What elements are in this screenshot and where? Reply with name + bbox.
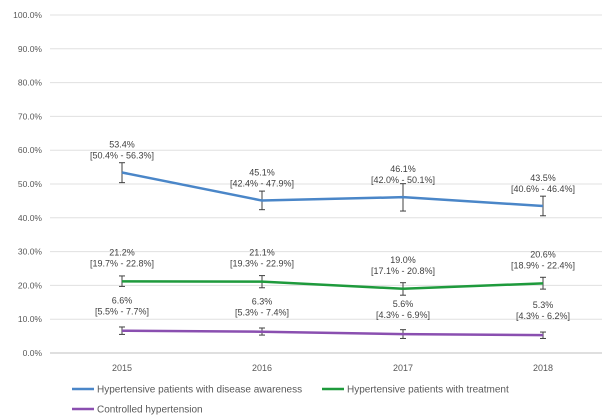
value-label: 21.1% — [249, 248, 275, 258]
ci-label: [4.3% - 6.9%] — [376, 310, 430, 320]
y-tick-label: 10.0% — [18, 314, 43, 324]
y-tick-label: 50.0% — [18, 179, 43, 189]
x-axis: 2015 2016 2017 2018 — [112, 363, 553, 373]
value-label: 20.6% — [530, 249, 556, 259]
y-tick-label: 60.0% — [18, 145, 43, 155]
x-tick-label: 2015 — [112, 363, 132, 373]
x-tick-label: 2017 — [393, 363, 413, 373]
value-label: 5.6% — [393, 299, 414, 309]
legend-label: Hypertensive patients with treatment — [347, 385, 509, 396]
ci-label: [19.7% - 22.8%] — [90, 258, 154, 268]
y-axis: 0.0% 10.0% 20.0% 30.0% 40.0% 50.0% 60.0% 70.0% 8… — [13, 10, 42, 358]
x-tick-label: 2016 — [252, 363, 272, 373]
value-label: 45.1% — [249, 168, 275, 178]
gridlines — [50, 14, 602, 354]
ci-label: [18.9% - 22.4%] — [511, 260, 575, 270]
value-label: 6.3% — [252, 297, 273, 307]
x-tick-label: 2018 — [533, 363, 553, 373]
y-tick-label: 100.0% — [13, 10, 42, 20]
series-line-1 — [121, 280, 544, 291]
legend: Hypertensive patients with disease aware… — [72, 385, 509, 416]
value-label: 19.0% — [390, 255, 416, 265]
y-tick-label: 80.0% — [18, 78, 43, 88]
ci-label: [17.1% - 20.8%] — [371, 266, 435, 276]
value-label: 46.1% — [390, 164, 416, 174]
value-label: 43.5% — [530, 173, 556, 183]
series-lines — [121, 171, 544, 337]
value-label: 21.2% — [109, 247, 135, 257]
ci-label: [40.6% - 46.4%] — [511, 184, 575, 194]
ci-label: [50.4% - 56.3%] — [90, 151, 154, 161]
series-line-0 — [121, 171, 544, 208]
ci-label: [5.3% - 7.4%] — [235, 308, 289, 318]
value-label: 6.6% — [112, 296, 133, 306]
value-label: 53.4% — [109, 140, 135, 150]
ci-label: [4.3% - 6.2%] — [516, 311, 570, 321]
y-tick-label: 40.0% — [18, 213, 43, 223]
error-bars — [119, 162, 546, 339]
ci-label: [19.3% - 22.9%] — [230, 259, 294, 269]
value-label: 5.3% — [533, 300, 554, 310]
ci-label: [42.4% - 47.9%] — [230, 179, 294, 189]
y-tick-label: 20.0% — [18, 280, 43, 290]
y-tick-label: 70.0% — [18, 111, 43, 121]
series-line-2 — [121, 329, 544, 337]
y-tick-label: 90.0% — [18, 44, 43, 54]
ci-label: [42.0% - 50.1%] — [371, 175, 435, 185]
y-tick-label: 0.0% — [23, 348, 43, 358]
legend-label: Controlled hypertension — [97, 405, 203, 416]
legend-label: Hypertensive patients with disease aware… — [97, 385, 302, 396]
ci-label: [5.5% - 7.7%] — [95, 307, 149, 317]
y-tick-label: 30.0% — [18, 247, 43, 257]
data-labels: 53.4%[50.4% - 56.3%] 45.1%[42.4% - 47.9%]… — [90, 140, 575, 322]
